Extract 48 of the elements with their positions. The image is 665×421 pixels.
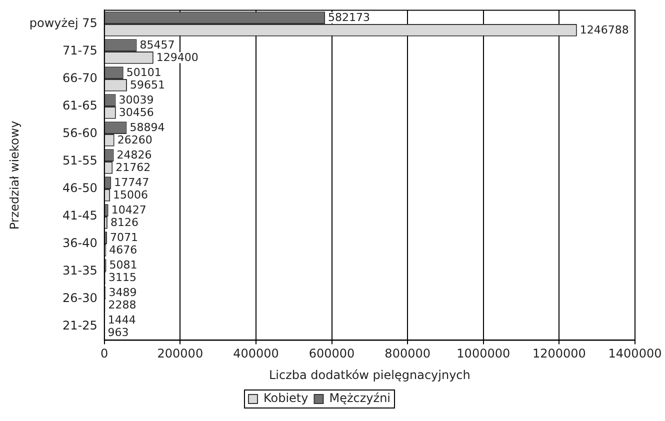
- y-tick-label: 61-65: [62, 98, 98, 113]
- x-axis-title: Liczba dodatków pielęgnacyjnych: [268, 368, 470, 382]
- x-tick-label: 200000: [157, 346, 204, 361]
- data-label: 5081: [109, 258, 138, 272]
- y-tick-label: 66-70: [62, 71, 98, 86]
- y-tick-label: 51-55: [62, 154, 98, 168]
- y-tick-label: 56-60: [62, 126, 98, 140]
- x-tick-label: 1400000: [608, 346, 662, 361]
- x-tick-label: 400000: [233, 346, 279, 361]
- y-tick-label: 21-25: [62, 318, 98, 333]
- data-label: 50101: [126, 66, 162, 80]
- legend-label: Kobiety: [263, 391, 308, 406]
- data-label: 58894: [130, 121, 165, 134]
- legend-label: Mężczyźni: [329, 391, 391, 406]
- data-label: 129400: [156, 50, 198, 64]
- data-label: 963: [108, 326, 129, 339]
- data-label: 3115: [108, 270, 137, 284]
- x-tick-label: 600000: [308, 346, 355, 361]
- data-label: 582173: [328, 11, 370, 24]
- y-tick-label: 41-45: [62, 208, 98, 223]
- data-label: 2288: [108, 298, 136, 312]
- data-label: 3489: [108, 286, 137, 300]
- data-label: 30039: [118, 94, 154, 107]
- data-label: 1444: [108, 314, 136, 327]
- data-label: 8126: [110, 216, 138, 229]
- y-tick-label: powyżej 75: [29, 16, 98, 30]
- data-label: 17747: [114, 176, 150, 190]
- data-label: 1246788: [580, 23, 629, 36]
- x-tick-label: 800000: [384, 346, 430, 361]
- y-tick-label: 46-50: [62, 181, 98, 196]
- y-tick-label: 26-30: [62, 291, 98, 306]
- data-label: 21762: [116, 160, 151, 174]
- y-tick-label: 36-40: [62, 236, 98, 250]
- y-tick-label: 31-35: [62, 264, 98, 278]
- x-tick-label: 1000000: [456, 346, 510, 361]
- data-label: 7071: [110, 231, 138, 244]
- data-label: 59651: [130, 78, 165, 92]
- x-tick-label: 0: [100, 346, 108, 361]
- data-label: 10427: [111, 204, 146, 217]
- data-label: 15006: [113, 188, 148, 202]
- data-label: 26260: [117, 133, 152, 146]
- y-tick-label: 71-75: [62, 44, 98, 58]
- data-label: 30456: [118, 106, 154, 119]
- data-label: 24826: [116, 148, 152, 162]
- y-axis-title: Przedział wiekowy: [7, 120, 22, 230]
- data-label: 85457: [140, 38, 175, 52]
- data-label: 4676: [109, 243, 138, 256]
- x-tick-label: 1200000: [532, 346, 586, 361]
